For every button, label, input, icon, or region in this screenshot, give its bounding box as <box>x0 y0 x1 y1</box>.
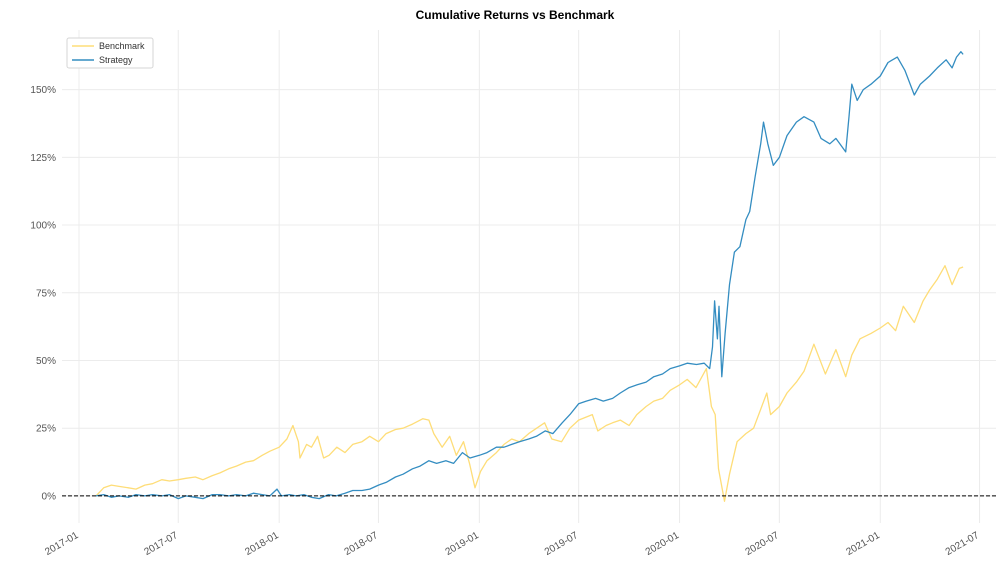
x-tick-label: 2021-01 <box>844 530 882 558</box>
grid <box>62 30 996 523</box>
y-tick-label: 0% <box>42 491 57 502</box>
series-lines <box>95 51 964 502</box>
series-line-strategy <box>95 51 964 500</box>
legend-label-benchmark: Benchmark <box>99 41 145 51</box>
x-tick-label: 2019-01 <box>444 530 482 558</box>
y-tick-label: 125% <box>30 153 56 164</box>
x-tick-label: 2017-01 <box>43 530 81 558</box>
x-tick-label: 2017-07 <box>142 530 180 558</box>
y-tick-label: 100% <box>30 221 56 232</box>
x-tick-label: 2018-01 <box>243 530 281 558</box>
x-tick-label: 2020-07 <box>744 530 782 558</box>
y-axis-ticks: 0% 25% 50% 75% 100% 125% 150% <box>30 85 56 502</box>
x-tick-label: 2019-07 <box>543 530 581 558</box>
legend-label-strategy: Strategy <box>99 55 133 65</box>
x-tick-label: 2018-07 <box>343 530 381 558</box>
y-tick-label: 75% <box>36 288 56 299</box>
x-tick-label: 2021-07 <box>944 530 982 558</box>
x-axis-ticks: 2017-01 2017-07 2018-01 2018-07 2019-01 2019-… <box>43 530 981 558</box>
x-tick-label: 2020-01 <box>644 530 682 558</box>
chart-title: Cumulative Returns vs Benchmark <box>415 8 615 22</box>
y-tick-label: 150% <box>30 85 56 96</box>
y-tick-label: 25% <box>36 424 56 435</box>
series-line-benchmark <box>95 265 964 502</box>
y-tick-label: 50% <box>36 356 56 367</box>
legend: Benchmark Strategy <box>66 37 154 69</box>
